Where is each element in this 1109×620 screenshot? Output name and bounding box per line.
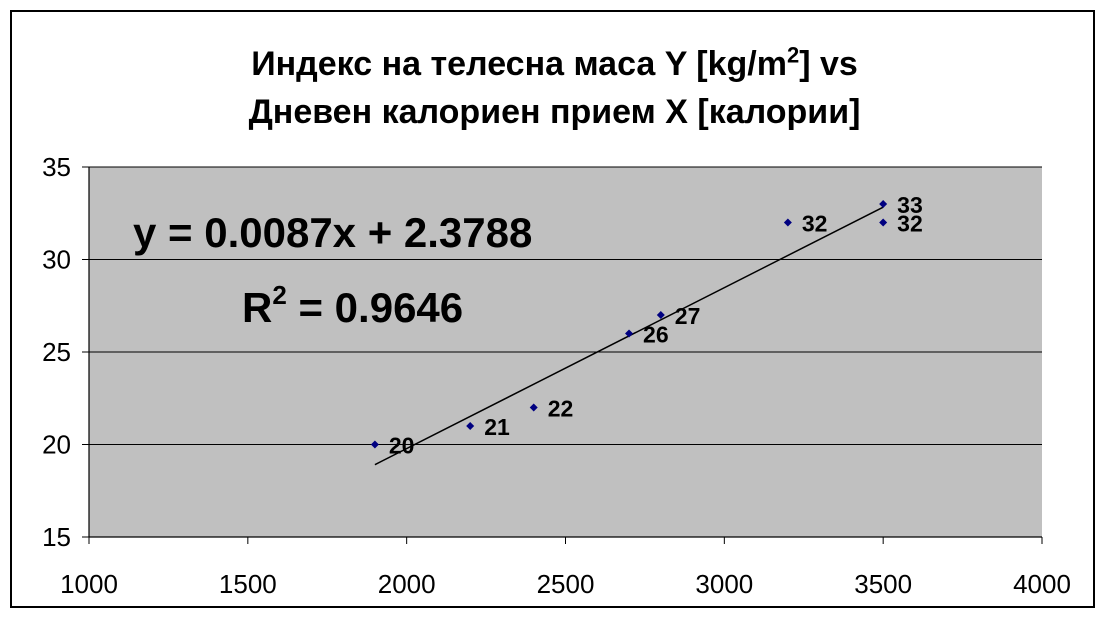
title-line-2: Дневен калориен прием X [калории]: [248, 93, 861, 131]
title-superscript: 2: [786, 42, 800, 68]
data-point: [466, 422, 475, 430]
data-label: 32: [897, 211, 923, 237]
x-tick-label: 1500: [219, 569, 277, 599]
data-label: 27: [675, 303, 701, 329]
data-label: 32: [802, 211, 828, 237]
title-line-1-text: Индекс на телесна маса Y [kg/m: [251, 45, 787, 83]
data-point: [370, 440, 379, 449]
data-label: 21: [484, 414, 510, 440]
x-tick-label: 4000: [1013, 569, 1071, 599]
y-tick-label: 15: [42, 522, 71, 552]
r-squared-prefix: R: [242, 284, 272, 331]
data-point: [529, 403, 538, 412]
data-point: [625, 329, 634, 338]
title-line-1-end: ] vs: [799, 45, 858, 83]
r-squared-superscript: 2: [272, 280, 286, 310]
x-tick-label: 3500: [854, 569, 912, 599]
y-tick-label: 30: [42, 245, 71, 275]
trend-equation: y = 0.0087x + 2.3788: [133, 209, 532, 256]
gridlines: [82, 166, 1042, 538]
r-squared: R2 = 0.9646: [242, 280, 463, 331]
data-label: 22: [548, 396, 574, 422]
data-point: [879, 218, 888, 227]
data-point: [879, 200, 888, 208]
axes: [88, 167, 1043, 544]
x-tick-label: 1000: [60, 569, 118, 599]
data-label: 26: [643, 322, 669, 348]
data-label: 33: [897, 192, 923, 218]
y-tick-label: 25: [42, 337, 71, 367]
x-tick-labels: 1000 1500 2000 2500 3000 3500 4000: [60, 569, 1071, 599]
data-point: [656, 311, 665, 319]
title-line-1: Индекс на телесна маса Y [kg/m2] vs: [0, 40, 1109, 88]
x-tick-label: 2500: [537, 569, 595, 599]
x-tick-label: 3000: [695, 569, 753, 599]
data-points: [370, 200, 888, 449]
data-label: 20: [389, 433, 415, 459]
data-point: [783, 218, 792, 227]
y-tick-label: 20: [42, 430, 71, 460]
r-squared-value: = 0.9646: [287, 284, 463, 331]
x-tick-label: 2000: [378, 569, 436, 599]
y-tick-labels: 15 20 25 30 35: [42, 152, 71, 552]
y-tick-label: 35: [42, 152, 71, 182]
chart-title: Индекс на телесна маса Y [kg/m2] vs Днев…: [0, 40, 1109, 136]
